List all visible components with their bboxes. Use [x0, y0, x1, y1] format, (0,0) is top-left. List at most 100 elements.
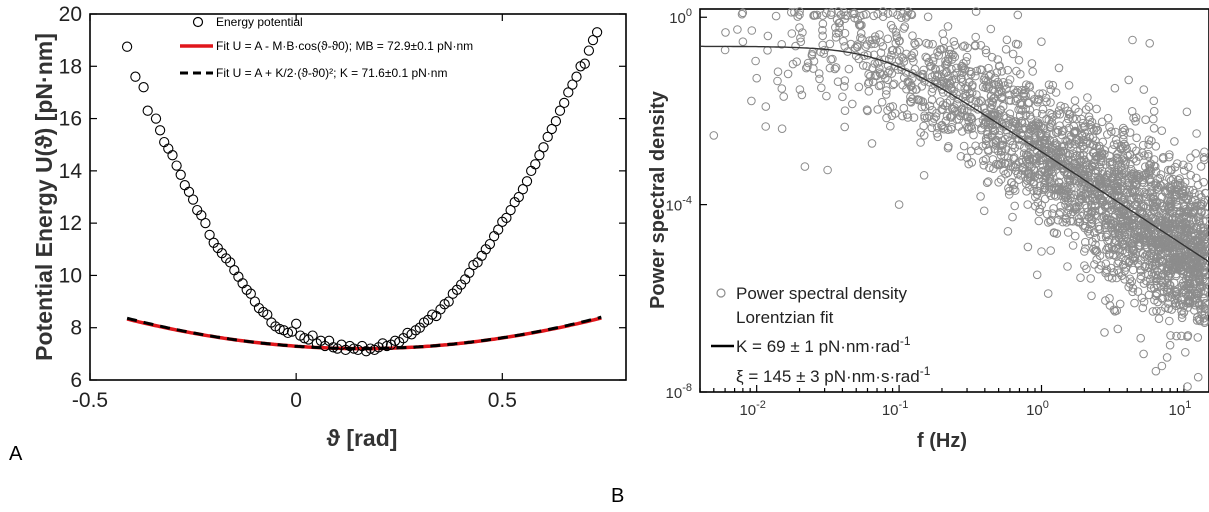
- panel-b-data-point: [1048, 209, 1057, 218]
- panel-b-data-point: [981, 155, 991, 164]
- panel-b-data-point: [979, 160, 989, 170]
- panel-b-data-point: [1042, 97, 1051, 106]
- panel-b-data-point: [1131, 180, 1140, 189]
- panel-b-data-point: [1164, 152, 1174, 162]
- panel-b-data-point: [1109, 245, 1118, 254]
- panel-b-data-point: [1088, 124, 1097, 133]
- panel-b-data-point: [921, 52, 931, 62]
- panel-a-y-tick-label: 18: [59, 55, 82, 78]
- panel-a-data-point: [365, 343, 376, 354]
- panel-b-data-point: [942, 98, 952, 108]
- panel-b-data-point: [925, 77, 934, 87]
- panel-b-data-point: [1201, 217, 1209, 226]
- panel-b-data-point: [1068, 207, 1078, 216]
- panel-b-data-point: [1017, 166, 1027, 175]
- panel-b-data-point: [1004, 79, 1013, 88]
- panel-b-data-point: [833, 77, 843, 86]
- panel-b-data-point: [933, 123, 942, 132]
- panel-b-data-point: [1132, 202, 1142, 211]
- panel-b-data-point: [986, 24, 996, 34]
- panel-b-data-point: [1113, 155, 1123, 164]
- panel-b-data-point: [1010, 186, 1020, 195]
- panel-a-y-tick-label: 20: [59, 3, 82, 26]
- panel-b-data-point: [1003, 65, 1013, 75]
- panel-a-data-point: [542, 131, 553, 143]
- panel-b-data-point: [1182, 261, 1192, 270]
- panel-a-data-point: [534, 150, 545, 161]
- panel-b-data-point: [1125, 274, 1135, 284]
- panel-b-data-point: [1032, 270, 1042, 280]
- panel-b-data-point: [976, 96, 985, 105]
- panel-b-data-point: [818, 31, 828, 41]
- panel-b-data-point: [1100, 328, 1109, 337]
- panel-b-data-point: [1056, 147, 1065, 157]
- panel-b-data-point: [1166, 176, 1176, 185]
- panel-b-data-point: [928, 117, 938, 127]
- panel-b-data-point: [1087, 117, 1097, 127]
- panel-a-data-point: [488, 231, 500, 242]
- panel-a-y-tick-label: 10: [59, 264, 82, 287]
- panel-a-ticks: [89, 13, 626, 381]
- panel-b-data-point: [1013, 85, 1023, 95]
- panel-b-data-point: [920, 102, 930, 111]
- panel-b-data-point: [1032, 109, 1041, 118]
- panel-b-data-point: [1089, 244, 1098, 254]
- panel-b-data-point: [976, 192, 985, 201]
- panel-b-data-point: [1149, 96, 1159, 106]
- panel-b-data-point: [1141, 115, 1150, 124]
- panel-b-data-point: [1076, 273, 1085, 283]
- panel-b-data-point: [1157, 201, 1167, 211]
- panel-b-data-point: [899, 54, 908, 63]
- panel-b-data-point: [795, 23, 804, 32]
- panel-b-data-point: [1189, 208, 1198, 217]
- panel-b-data-point: [938, 100, 948, 109]
- panel-b-data-point: [1173, 159, 1182, 168]
- panel-b-data-point: [1120, 266, 1129, 276]
- panel-b-data-point: [839, 36, 848, 46]
- panel-b-data-point: [1190, 306, 1199, 315]
- panel-b-data-point: [1038, 104, 1048, 114]
- panel-b-data-point: [840, 28, 850, 38]
- panel-b-data-point: [1062, 118, 1071, 128]
- panel-b-data-point: [800, 162, 810, 171]
- panel-a-chart: -0.5 0 0.5 6 8 10 12 14 16 18 20 Energy potential …: [31, 3, 627, 451]
- panel-b-data-point: [924, 40, 934, 49]
- panel-b-data-point: [1043, 218, 1053, 227]
- panel-b-data-point: [920, 113, 929, 123]
- panel-a-data-point: [505, 204, 516, 216]
- panel-b-data-point: [1178, 189, 1188, 198]
- panel-b-data-point: [796, 33, 805, 43]
- panel-b-data-point: [1151, 195, 1160, 205]
- panel-b-data-point: [1103, 221, 1113, 230]
- panel-a-legend-fit-cos: Fit U = A - M·B·cos(ϑ-ϑ0); MB = 72.9±0.1…: [216, 39, 473, 53]
- panel-b-data-point: [1189, 228, 1198, 237]
- panel-b-data-point: [1077, 114, 1086, 124]
- panel-b-data-point: [1005, 75, 1015, 84]
- panel-b-data-point: [1016, 105, 1025, 114]
- panel-b-data-point: [747, 96, 756, 106]
- panel-b-data-point: [1166, 244, 1175, 253]
- panel-b-data-point: [1057, 127, 1067, 136]
- panel-b-data-point: [1161, 276, 1170, 285]
- panel-b-data-point: [1158, 154, 1168, 163]
- panel-b-data-point: [795, 85, 805, 94]
- panel-b-data-point: [1184, 162, 1193, 172]
- panel-b-data-point: [1136, 271, 1146, 281]
- panel-b-data-point: [945, 78, 954, 88]
- panel-b-data-point: [1130, 298, 1139, 308]
- panel-b-data-point: [1064, 114, 1073, 124]
- panel-b-data-point: [870, 59, 880, 68]
- panel-b-data-point: [895, 36, 904, 46]
- panel-b-data-point: [1183, 298, 1192, 308]
- panel-b-data-point: [861, 42, 871, 52]
- panel-b-data-point: [928, 39, 937, 49]
- panel-b-data-point: [1051, 88, 1061, 97]
- panel-b-data-point: [1078, 191, 1087, 200]
- panel-b-data-point: [1071, 163, 1080, 173]
- panel-b-data-point: [1110, 167, 1119, 176]
- panel-b-data-point: [1151, 291, 1161, 301]
- panel-b-data-point: [851, 51, 861, 61]
- panel-b-data-point: [957, 127, 967, 136]
- panel-b-data-point: [984, 177, 993, 186]
- panel-b-data-point: [1118, 239, 1128, 249]
